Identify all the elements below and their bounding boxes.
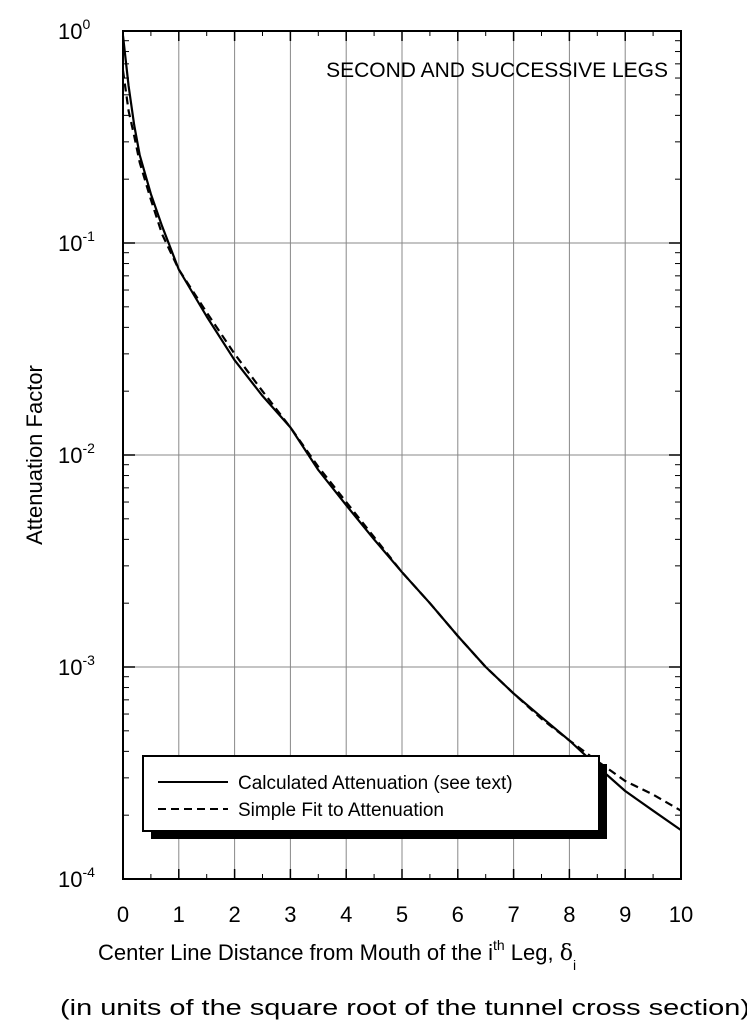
x-axis-title-main: Center Line Distance from Mouth of the i (98, 940, 493, 965)
x-axis-title-tail: Leg, (505, 940, 560, 965)
x-tick-label: 4 (340, 902, 352, 927)
x-axis-title-sup: th (493, 937, 505, 953)
x-tick-label: 9 (619, 902, 631, 927)
x-axis-subtitle: (in units of the square root of the tunn… (60, 995, 747, 1020)
legend-label-calculated: Calculated Attenuation (see text) (238, 773, 513, 794)
x-axis-title-sub: i (573, 957, 576, 973)
x-tick-label: 0 (117, 902, 129, 927)
y-tick-label: 10-3 (58, 652, 95, 680)
x-axis-title-symbol: δ (560, 941, 573, 966)
x-tick-label: 2 (228, 902, 240, 927)
y-axis-title: Attenuation Factor (22, 365, 47, 545)
legend-box (142, 755, 600, 832)
annotation-label: SECOND AND SUCCESSIVE LEGS (326, 59, 668, 82)
legend: Calculated Attenuation (see text) Simple… (142, 755, 607, 839)
grid (122, 30, 682, 880)
y-tick-label: 100 (58, 16, 90, 44)
axis-ticks: 0 1 2 3 4 5 6 7 8 9 10 10-4 10-3 10-2 10-1 100 (58, 16, 693, 927)
legend-label-fit: Simple Fit to Attenuation (238, 800, 444, 821)
x-tick-label: 6 (452, 902, 464, 927)
y-tick-label: 10-2 (58, 440, 95, 468)
x-tick-label: 8 (563, 902, 575, 927)
x-tick-label: 7 (507, 902, 519, 927)
series-layer (121, 35, 682, 832)
x-tick-label: 10 (669, 902, 693, 927)
x-tick-label: 1 (173, 902, 185, 927)
series-line-fit (121, 70, 682, 812)
y-tick-label: 10-1 (58, 228, 95, 256)
x-tick-label: 5 (396, 902, 408, 927)
x-axis-title: Center Line Distance from Mouth of the i… (98, 937, 576, 973)
x-tick-label: 3 (284, 902, 296, 927)
plot-frame (122, 30, 682, 880)
y-tick-label: 10-4 (58, 864, 95, 892)
